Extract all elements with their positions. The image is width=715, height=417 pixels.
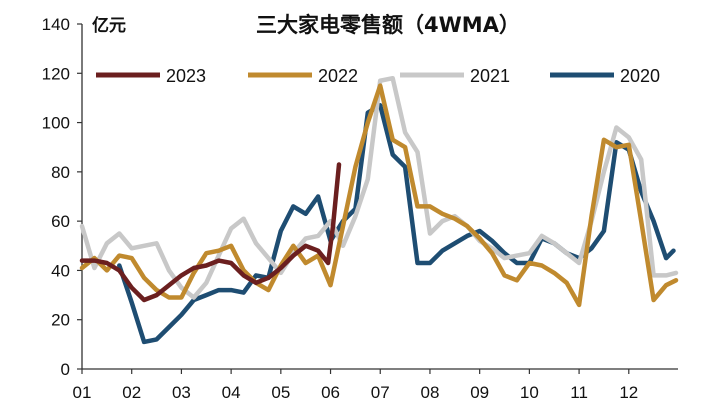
y-tick-label: 100 — [42, 114, 70, 133]
x-tick-label: 12 — [619, 383, 638, 402]
y-tick-label: 20 — [51, 311, 70, 330]
x-tick-label: 02 — [122, 383, 141, 402]
series-layer — [79, 75, 679, 345]
legend-label-2022: 2022 — [318, 66, 358, 86]
x-tick-label: 06 — [321, 383, 340, 402]
legend: 2023 2022 2021 2020 — [96, 66, 660, 86]
x-tick-label: 01 — [73, 383, 92, 402]
x-tick-label: 05 — [271, 383, 290, 402]
series-line-2022 — [79, 83, 679, 308]
x-tick-label: 04 — [222, 383, 241, 402]
y-tick-label: 140 — [42, 15, 70, 34]
y-tick-label: 0 — [61, 360, 70, 379]
y-tick-label: 80 — [51, 163, 70, 182]
axes: 0 20 40 60 80 100 120 140 01 02 03 04 05 06 07 08 09 10 11… — [42, 15, 678, 402]
x-tick-label: 11 — [570, 383, 588, 402]
y-tick-label: 60 — [51, 212, 70, 231]
y-axis-unit-label: 亿元 — [92, 15, 126, 36]
legend-label-2021: 2021 — [470, 66, 510, 86]
series-line-2021 — [79, 75, 679, 300]
x-tick-label: 10 — [520, 383, 539, 402]
chart-title: 三大家电零售额（4WMA） — [256, 13, 520, 37]
x-tick-label: 08 — [420, 383, 439, 402]
legend-label-2020: 2020 — [620, 66, 660, 86]
x-tick-label: 07 — [371, 383, 390, 402]
series-line-2023 — [79, 162, 342, 303]
x-tick-label: 03 — [172, 383, 191, 402]
y-tick-label: 40 — [51, 261, 70, 280]
x-tick-label: 09 — [470, 383, 489, 402]
y-tick-label: 120 — [42, 64, 70, 83]
legend-label-2023: 2023 — [166, 66, 206, 86]
